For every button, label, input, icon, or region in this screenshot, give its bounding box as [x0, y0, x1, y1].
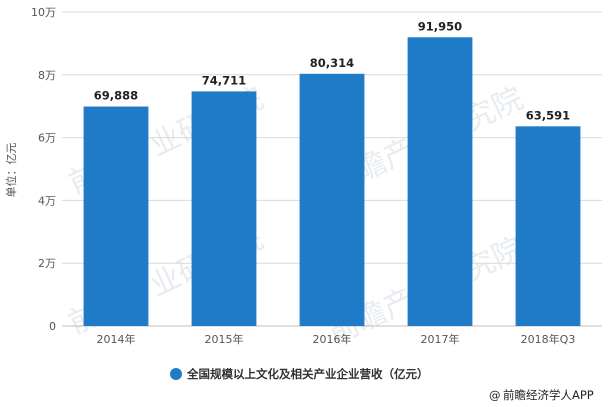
legend-label: 全国规模以上文化及相关产业企业营收（亿元）: [186, 367, 429, 381]
source-text: 前瞻经济学人APP: [503, 388, 594, 402]
x-tick-label: 2014年: [97, 332, 136, 346]
y-axis-ticks: 0 2万 4万 6万 8万 10万: [31, 6, 56, 333]
source: @ 前瞻经济学人APP: [489, 388, 594, 402]
bar: [407, 37, 473, 326]
legend: 全国规模以上文化及相关产业企业营收（亿元）: [170, 367, 429, 381]
y-tick-label: 10万: [31, 6, 56, 19]
data-label: 80,314: [310, 56, 354, 70]
x-tick-label: 2015年: [205, 332, 244, 346]
y-tick-label: 8万: [38, 69, 56, 82]
bar: [515, 126, 581, 327]
data-label: 63,591: [526, 108, 570, 122]
bar: [191, 91, 257, 326]
bar: [299, 73, 365, 326]
data-label: 69,888: [94, 89, 138, 103]
x-tick-label: 2017年: [421, 332, 460, 346]
bar: [83, 106, 149, 326]
x-axis-ticks: 2014年 2015年 2016年 2017年 2018年Q3: [97, 332, 576, 346]
y-tick-label: 0: [49, 320, 56, 333]
bars: [83, 37, 581, 327]
y-axis-label: 单位：亿元: [4, 143, 18, 198]
data-label: 74,711: [202, 73, 246, 87]
source-symbol: @: [489, 388, 501, 402]
data-label: 91,950: [418, 19, 462, 33]
x-tick-label: 2018年Q3: [521, 332, 576, 346]
y-tick-label: 2万: [38, 257, 56, 270]
legend-marker: [170, 368, 182, 380]
y-tick-label: 4万: [38, 194, 56, 207]
x-tick-label: 2016年: [313, 332, 352, 346]
data-labels: 69,888 74,711 80,314 91,950 63,591: [94, 19, 570, 122]
y-tick-label: 6万: [38, 132, 56, 145]
